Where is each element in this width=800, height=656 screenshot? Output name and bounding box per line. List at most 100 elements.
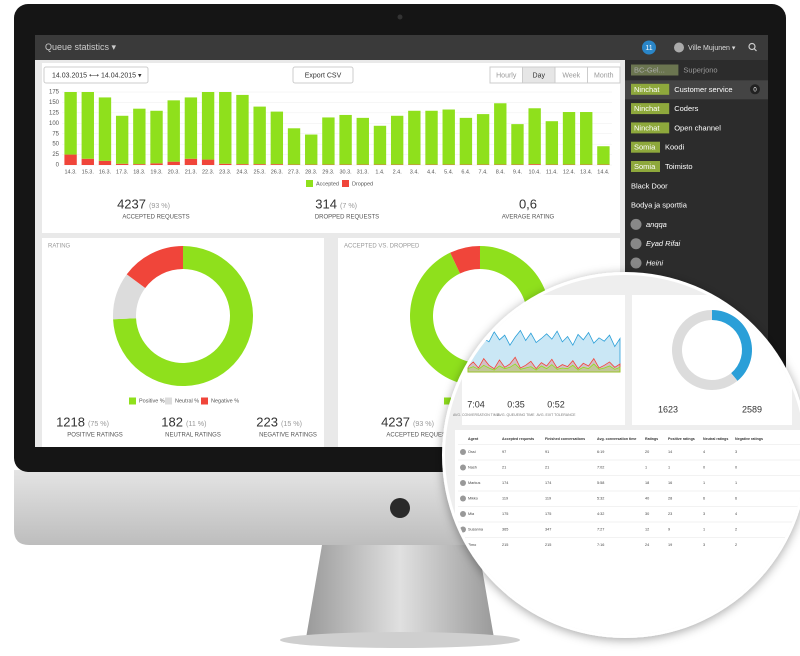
x-tick-label: 1.4. <box>375 169 385 175</box>
x-tick-label: 15.3. <box>82 169 95 175</box>
bar-segment <box>390 115 404 165</box>
y-tick-label: 0 <box>56 163 60 169</box>
stat-value: 4237 <box>117 196 146 211</box>
panel-title: ACCEPTED VS. DROPPED <box>344 244 420 250</box>
table-cell: Markus <box>468 481 481 485</box>
x-tick-label: 23.3. <box>219 169 232 175</box>
table-cell: 174 <box>545 481 551 485</box>
channel-tag-label: Ninchat <box>634 85 660 94</box>
notification-badge[interactable] <box>642 40 656 55</box>
y-tick-label: 75 <box>52 131 59 137</box>
x-tick-label: 7.4. <box>479 169 489 175</box>
date-picker[interactable] <box>43 66 149 84</box>
bar-segment <box>408 110 421 165</box>
sidebar-item[interactable]: Superjono <box>683 65 717 74</box>
sidebar-item[interactable]: Coders <box>674 104 698 113</box>
bar-segment <box>545 121 559 165</box>
table-header: Positive ratings <box>668 437 695 441</box>
legend-swatch <box>342 180 349 187</box>
magnifier-content: 7:04 AVG. CONVERSATION TIME 0:35 AVG. QUEUE… <box>445 275 800 635</box>
x-tick-label: 4.4. <box>427 169 437 175</box>
x-tick-label: 17.3. <box>116 169 129 175</box>
table-cell: Mia <box>468 512 475 516</box>
table-cell: 97 <box>502 450 506 454</box>
table-cell: 6 <box>703 497 705 501</box>
table-cell: 19 <box>668 543 672 547</box>
bar-segment <box>64 92 77 155</box>
table-header: Accepted requests <box>502 437 534 441</box>
table-header: Agent <box>468 437 479 441</box>
x-tick-label: 20.3. <box>168 169 181 175</box>
legend-label: Negative % <box>211 398 239 404</box>
table-cell: 9 <box>668 528 670 532</box>
legend-swatch <box>129 397 136 405</box>
table-cell: 6 <box>735 497 737 501</box>
table-cell: 3 <box>735 450 737 454</box>
table-cell: 40 <box>645 497 649 501</box>
stat-value: 182 <box>161 414 183 429</box>
table-cell: 7:27 <box>597 528 604 532</box>
stat-value: 0:35 <box>507 399 525 409</box>
stat-share: (93 %) <box>149 202 170 210</box>
bar-segment <box>253 164 266 165</box>
legend-label: Neutral % <box>175 398 199 404</box>
x-tick-label: 2.4. <box>393 169 403 175</box>
bar-segment <box>528 164 541 165</box>
stat-label: NEUTRAL RATINGS <box>165 433 221 439</box>
bar-segment <box>528 108 541 165</box>
y-tick-label: 125 <box>49 110 60 116</box>
agent-avatar <box>460 464 466 471</box>
table-cell: 175 <box>502 512 508 516</box>
page-title[interactable]: Queue statistics ▾ <box>45 42 117 52</box>
sidebar-item[interactable]: Customer service <box>674 85 732 94</box>
sidebar-item[interactable]: Eyad Rifai <box>646 239 681 248</box>
bar-segment <box>562 112 576 165</box>
legend-label: Positive % <box>139 398 165 404</box>
date-range: 14.03.2015 ⟷ 14.04.2015 ▾ <box>52 72 142 79</box>
donut-segment <box>671 310 738 390</box>
x-tick-label: 19.3. <box>150 169 163 175</box>
sidebar-item[interactable]: anqqa <box>646 220 667 229</box>
stat-value: 0:52 <box>547 399 565 409</box>
period-button[interactable] <box>587 66 621 84</box>
table-cell: 1 <box>668 466 670 470</box>
table-cell: 4:32 <box>597 512 604 516</box>
table-cell: 119 <box>502 497 508 501</box>
search-icon[interactable] <box>748 42 756 51</box>
table-cell: 14 <box>668 450 672 454</box>
channel-tag <box>631 64 679 76</box>
sidebar-item[interactable]: Open channel <box>674 123 721 132</box>
bar-segment <box>81 92 94 159</box>
x-tick-label: 5.4. <box>444 169 454 175</box>
period-label: Day <box>533 72 546 79</box>
sidebar-item[interactable]: Toimisto <box>665 162 693 171</box>
table-cell: 16 <box>668 481 672 485</box>
stat-label: AVG. QUEUEING TIME <box>497 413 535 417</box>
table-cell: 0 <box>703 466 705 470</box>
channel-tag <box>631 122 670 134</box>
bar-segment <box>597 146 610 165</box>
notification-count: 11 <box>645 45 652 52</box>
user-avatar <box>674 42 684 53</box>
sidebar-item[interactable]: Black Door <box>631 181 668 190</box>
export-button[interactable] <box>292 66 354 84</box>
table-cell: 5:58 <box>597 481 604 485</box>
stat-share: (93 %) <box>413 420 434 428</box>
bar-segment <box>425 110 438 165</box>
bar-segment <box>115 163 129 165</box>
agent-avatar <box>460 511 466 517</box>
user-menu[interactable]: Ville Mujunen ▾ <box>688 45 736 52</box>
sidebar-item[interactable]: Koodi <box>665 143 685 152</box>
sidebar-item[interactable]: Heini <box>646 258 663 267</box>
sidebar-item[interactable]: Bodya ja sporttia <box>631 201 688 210</box>
channel-tag <box>631 103 670 115</box>
x-tick-label: 11.4. <box>546 169 558 175</box>
y-tick-label: 100 <box>49 121 60 127</box>
agent-avatar <box>460 480 466 486</box>
stat-label: AVG. CONVERSATION TIME <box>453 413 500 417</box>
bar-segment <box>133 164 146 165</box>
bar-segment <box>184 158 198 165</box>
table-cell: 3 <box>703 543 705 547</box>
agent-avatar <box>460 495 466 502</box>
table-cell: 4 <box>703 450 705 454</box>
